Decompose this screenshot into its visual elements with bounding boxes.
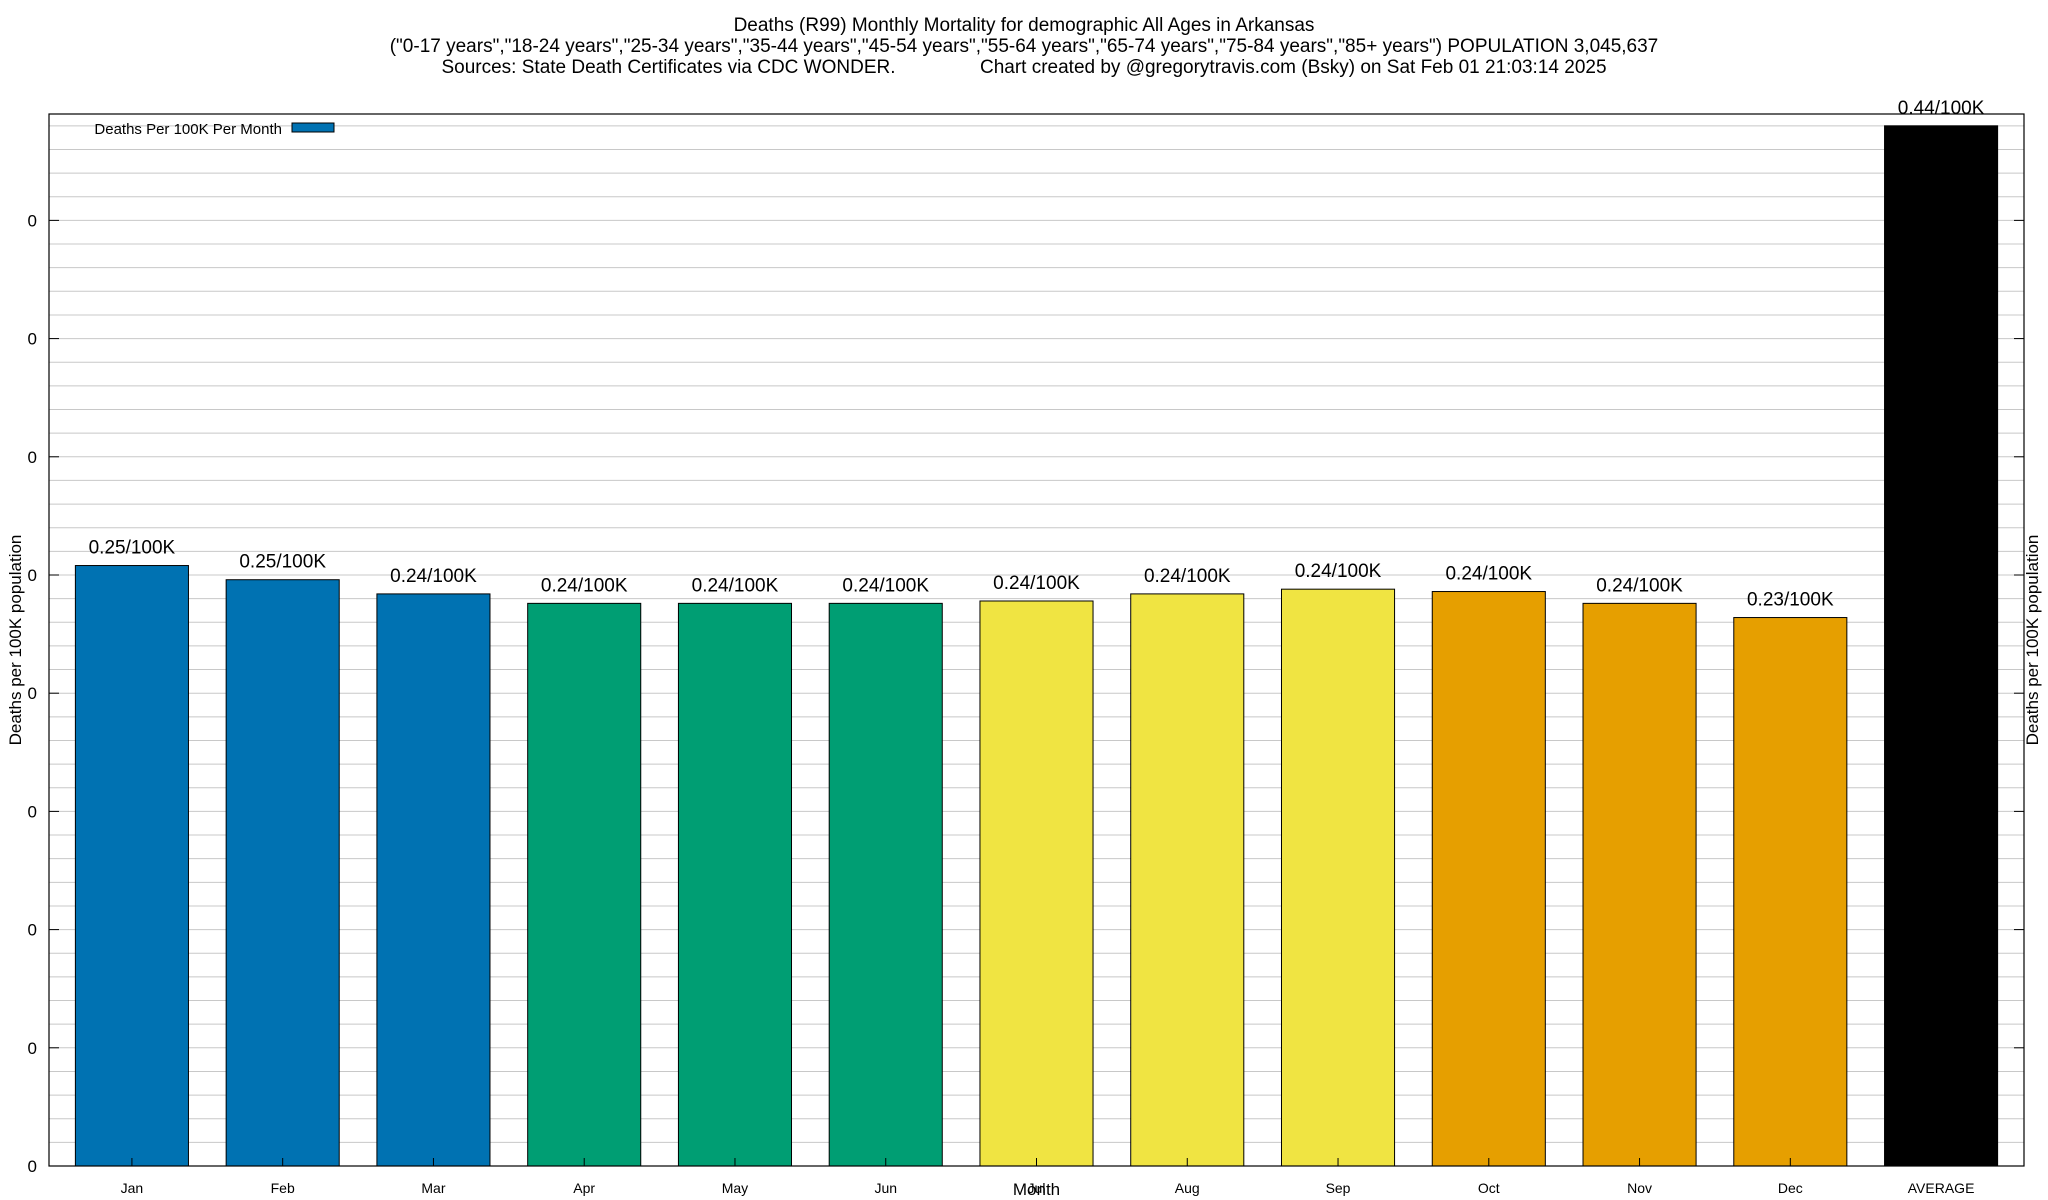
data-labels: 0.25/100K 0.25/100K 0.24/100K 0.24/100K 0.24… bbox=[89, 98, 1985, 611]
y-tick-label: 0 bbox=[28, 802, 37, 821]
y-tick-label: 0 bbox=[28, 566, 37, 585]
y-tick-label: 0 bbox=[28, 448, 37, 467]
bar-oct bbox=[1431, 591, 1546, 1167]
y-tick-label: 0 bbox=[28, 211, 37, 230]
bar-aug bbox=[1130, 593, 1245, 1167]
bar-mar bbox=[376, 593, 491, 1167]
data-label-sep: 0.24/100K bbox=[1295, 561, 1382, 582]
chart-source-line: Sources: State Death Certificates via CD… bbox=[441, 57, 1606, 78]
data-label-feb: 0.25/100K bbox=[239, 552, 326, 573]
data-label-oct: 0.24/100K bbox=[1445, 564, 1532, 585]
data-label-aug: 0.24/100K bbox=[1144, 566, 1231, 587]
x-tick-label-aug: Aug bbox=[1175, 1180, 1200, 1196]
data-label-jan: 0.25/100K bbox=[89, 538, 176, 559]
y-tick-label: 0 bbox=[28, 330, 37, 349]
x-tick-label-average: AVERAGE bbox=[1908, 1180, 1975, 1196]
data-label-jun: 0.24/100K bbox=[842, 575, 929, 596]
bar-jun bbox=[828, 602, 943, 1167]
x-tick-label-jul: Jul bbox=[1028, 1180, 1046, 1196]
x-tick-label-jan: Jan bbox=[121, 1180, 144, 1196]
chart-subtitle: ("0-17 years","18-24 years","25-34 years… bbox=[390, 36, 1659, 57]
y-tick-label: 0 bbox=[28, 684, 37, 703]
bar-feb bbox=[225, 579, 340, 1167]
y-axis-title-left: Deaths per 100K population bbox=[6, 535, 25, 746]
plot-frame bbox=[48, 113, 2025, 1167]
x-tick-label-nov: Nov bbox=[1627, 1180, 1652, 1196]
x-tick-label-apr: Apr bbox=[573, 1180, 595, 1196]
legend-swatch bbox=[291, 122, 335, 133]
bar-dec bbox=[1733, 617, 1848, 1167]
x-tick-label-jun: Jun bbox=[874, 1180, 897, 1196]
legend: Deaths Per 100K Per Month bbox=[94, 121, 335, 138]
bar-may bbox=[677, 602, 793, 1167]
y-tick-label: 0 bbox=[28, 1039, 37, 1058]
data-label-jul: 0.24/100K bbox=[993, 573, 1080, 594]
x-axis-categories: Jan Feb Mar Apr May Jun Jul Aug Sep Oct Nov Dec AVER… bbox=[121, 1158, 1975, 1196]
data-label-nov: 0.24/100K bbox=[1596, 575, 1683, 596]
x-tick-label-oct: Oct bbox=[1478, 1180, 1500, 1196]
bar-jan bbox=[74, 565, 189, 1167]
data-label-apr: 0.24/100K bbox=[541, 575, 628, 596]
data-label-average: 0.44/100K bbox=[1898, 98, 1985, 119]
y-axis-title-right: Deaths per 100K population bbox=[2023, 535, 2042, 746]
x-tick-label-may: May bbox=[722, 1180, 748, 1196]
x-tick-label-dec: Dec bbox=[1778, 1180, 1803, 1196]
bar-sep bbox=[1280, 588, 1396, 1167]
data-label-may: 0.24/100K bbox=[692, 575, 779, 596]
legend-label: Deaths Per 100K Per Month bbox=[94, 121, 282, 138]
x-tick-label-sep: Sep bbox=[1326, 1180, 1351, 1196]
x-tick-label-feb: Feb bbox=[271, 1180, 295, 1196]
data-label-mar: 0.24/100K bbox=[390, 566, 477, 587]
x-tick-label-mar: Mar bbox=[421, 1180, 445, 1196]
bar-jul bbox=[979, 600, 1094, 1167]
x-axis-title: Month bbox=[1013, 1180, 1060, 1199]
y-tick-label: 0 bbox=[28, 921, 37, 940]
bar-nov bbox=[1582, 602, 1697, 1167]
y-axis-ticks: 0 0 0 0 0 0 0 0 0 bbox=[28, 211, 2024, 1176]
y-tick-label: 0 bbox=[28, 1157, 37, 1176]
chart-title: Deaths (R99) Monthly Mortality for demog… bbox=[734, 15, 1315, 36]
bars bbox=[74, 125, 1999, 1167]
bar-apr bbox=[527, 602, 642, 1167]
data-label-dec: 0.23/100K bbox=[1747, 590, 1834, 611]
bar-average bbox=[1884, 125, 1999, 1167]
